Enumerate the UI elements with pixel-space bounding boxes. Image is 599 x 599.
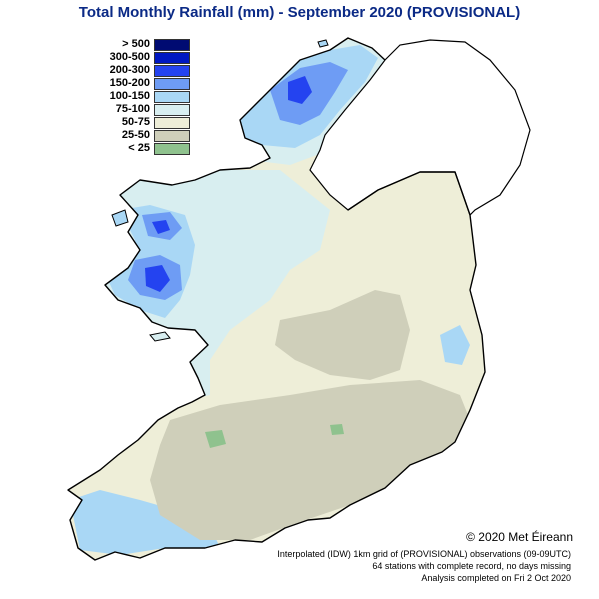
legend-row: 100-150 <box>92 90 192 103</box>
legend-row: 150-200 <box>92 77 192 90</box>
legend-swatch <box>154 117 190 129</box>
legend-row: 50-75 <box>92 116 192 129</box>
legend-swatch <box>154 39 190 51</box>
legend-swatch <box>154 65 190 77</box>
zone-200-300-west <box>145 265 170 292</box>
legend-label: 50-75 <box>121 116 150 128</box>
footnote-method: Interpolated (IDW) 1km grid of (PROVISIO… <box>277 549 571 559</box>
legend-swatch <box>154 78 190 90</box>
zone-25-50-south <box>150 380 470 540</box>
legend-swatch <box>154 91 190 103</box>
legend-swatch <box>154 130 190 142</box>
zone-200-300-west-2 <box>152 220 170 234</box>
legend-row: 300-500 <box>92 51 192 64</box>
footnote-stations: 64 stations with complete record, no day… <box>372 561 571 571</box>
copyright-notice: © 2020 Met Éireann <box>466 530 573 544</box>
legend-swatch <box>154 143 190 155</box>
zone-lt25-a <box>205 430 226 448</box>
legend-row: < 25 <box>92 142 192 155</box>
island-tory <box>317 39 329 48</box>
legend-swatch <box>154 52 190 64</box>
map-title: Total Monthly Rainfall (mm) - September … <box>78 4 521 21</box>
island-achill <box>111 209 129 227</box>
legend-label: 300-500 <box>109 51 150 63</box>
legend-label: 200-300 <box>109 64 150 76</box>
legend-label: 25-50 <box>121 129 150 141</box>
legend-label: 75-100 <box>115 103 150 115</box>
legend-row: > 500 <box>92 38 192 51</box>
island-aran <box>149 331 171 342</box>
legend-row: 25-50 <box>92 129 192 142</box>
legend-label: 100-150 <box>109 90 150 102</box>
legend-label: < 25 <box>128 142 150 154</box>
legend-row: 75-100 <box>92 103 192 116</box>
footnote-analysis-date: Analysis completed on Fri 2 Oct 2020 <box>421 573 571 583</box>
zone-100-150-east <box>440 325 470 365</box>
legend-label: > 500 <box>122 38 150 50</box>
zone-25-50-midlands <box>275 290 410 380</box>
zone-200-300-nw <box>288 76 312 104</box>
zone-lt25-b <box>330 424 344 435</box>
legend-row: 200-300 <box>92 64 192 77</box>
legend-swatch <box>154 104 190 116</box>
legend-label: 150-200 <box>109 77 150 89</box>
zone-100-150-sw <box>70 490 220 555</box>
coastline <box>67 37 486 561</box>
